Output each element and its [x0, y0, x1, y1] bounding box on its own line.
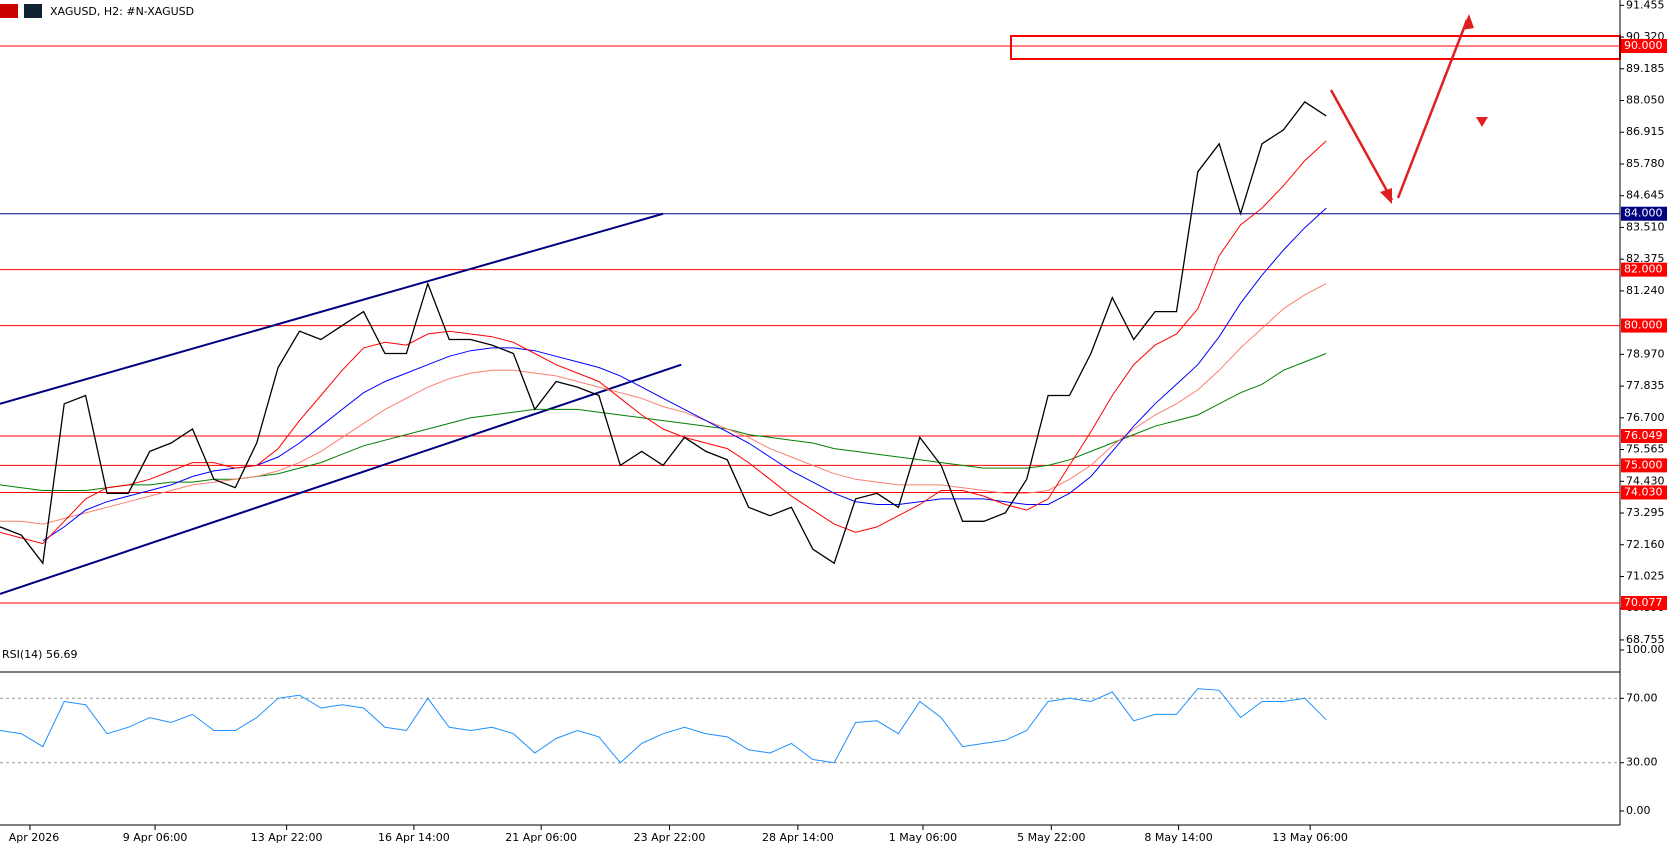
- moving-average: [0, 353, 1327, 491]
- y-tick-label: 68.755: [1626, 633, 1665, 646]
- x-tick-label: 1 May 06:00: [889, 831, 957, 844]
- y-tick-label: 82.375: [1626, 252, 1665, 265]
- y-tick-label: 86.915: [1626, 125, 1665, 138]
- y-tick-label: 73.295: [1626, 506, 1665, 519]
- chart-icon: [24, 4, 42, 18]
- channel-line: [0, 363, 682, 595]
- level-tag: [1621, 318, 1667, 333]
- arrow-head: [1462, 14, 1474, 30]
- y-tick-label: 74.430: [1626, 474, 1665, 487]
- level-label: 75.000: [1624, 458, 1663, 471]
- rsi-title: RSI(14) 56.69: [2, 648, 77, 661]
- y-tick-label: 78.970: [1626, 347, 1665, 360]
- arrow-up: [1396, 19, 1469, 199]
- level-label: 70.077: [1624, 596, 1663, 609]
- level-tag: [1621, 429, 1667, 444]
- level-label: 76.049: [1624, 429, 1663, 442]
- marker: [1476, 117, 1488, 127]
- y-tick-label: 85.780: [1626, 157, 1665, 170]
- y-tick-label: 89.185: [1626, 62, 1665, 75]
- level-label: 74.030: [1624, 485, 1663, 498]
- y-tick-label: 91.455: [1626, 0, 1665, 11]
- x-tick-label: 8 May 14:00: [1144, 831, 1212, 844]
- level-tag: [1621, 458, 1667, 473]
- level-label: 84.000: [1624, 207, 1663, 220]
- x-tick-label: 13 Apr 22:00: [251, 831, 323, 844]
- rsi-tick-label: 30.00: [1626, 756, 1658, 769]
- y-tick-label: 71.025: [1626, 569, 1665, 582]
- level-label: 90.000: [1624, 39, 1663, 52]
- x-tick-label: 28 Apr 14:00: [762, 831, 834, 844]
- x-tick-label: 13 May 06:00: [1272, 831, 1347, 844]
- level-tag: [1621, 595, 1667, 610]
- price-line: [0, 101, 1327, 565]
- level-tag: [1621, 262, 1667, 277]
- level-label: 80.000: [1624, 319, 1663, 332]
- y-tick-label: 77.835: [1626, 379, 1665, 392]
- moving-average: [0, 283, 1327, 525]
- flag-icon: [0, 4, 18, 18]
- arrow-down: [1329, 89, 1394, 201]
- x-tick-label: 9 Apr 06:00: [123, 831, 188, 844]
- moving-average: [0, 140, 1327, 545]
- y-tick-label: 72.160: [1626, 538, 1665, 551]
- level-tag: [1621, 206, 1667, 221]
- level-tag: [1621, 485, 1667, 500]
- x-tick-label: 16 Apr 14:00: [378, 831, 450, 844]
- rsi-line: [0, 688, 1327, 764]
- y-tick-label: 84.645: [1626, 189, 1665, 202]
- channel-line: [0, 212, 664, 405]
- y-tick-label: 83.510: [1626, 220, 1665, 233]
- rsi-tick-label: 100.00: [1626, 643, 1665, 656]
- y-tick-label: 88.050: [1626, 94, 1665, 107]
- rsi-tick-label: 70.00: [1626, 691, 1658, 704]
- x-tick-label: Apr 2026: [9, 831, 60, 844]
- chart-title: XAGUSD, H2: #N-XAGUSD: [50, 5, 194, 18]
- x-tick-label: 21 Apr 06:00: [505, 831, 577, 844]
- y-tick-label: 81.240: [1626, 284, 1665, 297]
- x-tick-label: 5 May 22:00: [1017, 831, 1085, 844]
- y-tick-label: 76.700: [1626, 411, 1665, 424]
- level-label: 82.000: [1624, 263, 1663, 276]
- x-tick-label: 23 Apr 22:00: [634, 831, 706, 844]
- rsi-tick-label: 0.00: [1626, 804, 1651, 817]
- y-tick-label: 75.565: [1626, 443, 1665, 456]
- level-tag: [1621, 38, 1667, 53]
- arrow-head: [1380, 188, 1392, 204]
